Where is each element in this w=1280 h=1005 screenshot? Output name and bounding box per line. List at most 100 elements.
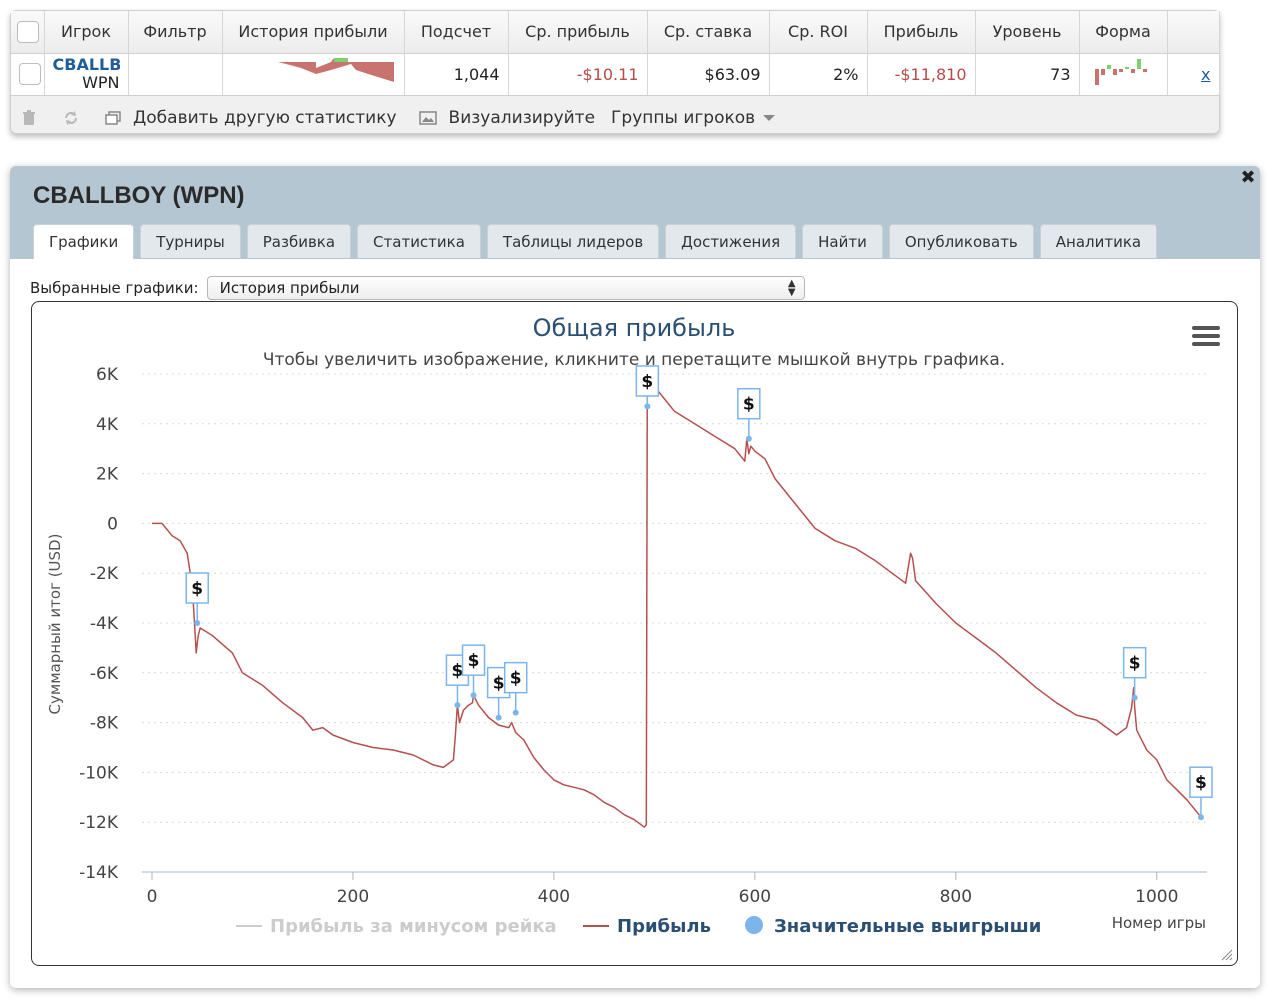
tab-achievements[interactable]: Достижения <box>665 224 797 258</box>
row-select-cell[interactable] <box>11 53 45 96</box>
avg-stake-cell: $63.09 <box>647 53 770 96</box>
col-header-avg-stake[interactable]: Ср. ставка <box>647 11 770 54</box>
window-header: CBALLBOY (WPN) ✖ Графики Турниры Разбивк… <box>10 166 1260 259</box>
chart-subtitle: Чтобы увеличить изображение, кликните и … <box>263 350 1005 370</box>
player-window: CBALLBOY (WPN) ✖ Графики Турниры Разбивк… <box>10 166 1260 988</box>
tab-breakdown[interactable]: Разбивка <box>246 224 352 258</box>
col-header-count[interactable]: Подсчет <box>404 11 509 54</box>
tab-bar: Графики Турниры Разбивка Статистика Табл… <box>33 224 1163 259</box>
player-groups-dropdown[interactable]: Группы игроков <box>611 108 776 128</box>
legend-item-profit[interactable]: Прибыль <box>617 916 711 937</box>
select-all-cell[interactable] <box>11 11 45 54</box>
remove-cell[interactable]: x <box>1167 53 1220 96</box>
tab-publish[interactable]: Опубликовать <box>888 224 1034 258</box>
big-win-marker[interactable]: $ <box>635 365 660 410</box>
chart-title: Общая прибыль <box>533 314 736 342</box>
chevron-down-icon <box>763 115 776 121</box>
big-win-label: $ <box>641 372 653 392</box>
y-tick-label: -6K <box>90 664 119 684</box>
tab-find[interactable]: Найти <box>802 224 883 258</box>
big-win-label: $ <box>510 669 522 689</box>
big-win-point[interactable] <box>194 620 201 626</box>
image-icon <box>418 111 437 125</box>
y-tick-label: -14K <box>79 863 119 883</box>
close-icon[interactable]: ✖ <box>1240 167 1256 188</box>
select-arrows-icon: ▲ ▼ <box>787 278 796 298</box>
big-win-point[interactable] <box>745 435 752 442</box>
y-axis-label: Суммарный итог (USD) <box>46 534 64 715</box>
row-checkbox[interactable] <box>19 63 41 85</box>
big-win-marker[interactable]: $ <box>185 572 209 626</box>
chart-select[interactable]: История прибыли ▲ ▼ <box>206 276 805 300</box>
tab-charts[interactable]: Графики <box>33 224 135 259</box>
x-tick-label: 0 <box>147 887 158 907</box>
add-stat-label: Добавить другую статистику <box>133 108 397 128</box>
y-tick-label: 4K <box>96 415 119 435</box>
x-tick-label: 800 <box>940 887 972 907</box>
col-header-form[interactable]: Форма <box>1079 11 1168 54</box>
y-tick-label: -8K <box>90 714 119 734</box>
col-header-level[interactable]: Уровень <box>975 11 1080 54</box>
col-header-filter[interactable]: Фильтр <box>128 11 223 54</box>
filter-cell <box>128 53 223 96</box>
col-header-avg-profit[interactable]: Ср. прибыль <box>508 11 648 54</box>
big-win-point[interactable] <box>495 714 502 721</box>
stats-panel: Игрок Фильтр История прибыли Подсчет Ср.… <box>10 10 1220 134</box>
chart-legend: Прибыль за минусом рейка Прибыль Значите… <box>236 916 1041 937</box>
profit-sparkline <box>277 58 394 82</box>
tab-leaderboards[interactable]: Таблицы лидеров <box>486 224 660 258</box>
big-win-point[interactable] <box>454 702 461 709</box>
big-win-marker[interactable]: $ <box>1189 766 1213 821</box>
x-tick-label: 400 <box>538 887 570 907</box>
big-win-point[interactable] <box>1131 694 1138 701</box>
big-win-point[interactable] <box>470 692 477 699</box>
profit-chart[interactable]: Общая прибыль Чтобы увеличить изображени… <box>32 302 1236 964</box>
refresh-icon[interactable] <box>63 110 79 126</box>
avg-profit-cell: -$10.11 <box>508 53 648 96</box>
player-name-link[interactable]: CBALLBOY <box>52 56 120 74</box>
visualize-button[interactable]: Визуализируйте <box>418 108 596 128</box>
big-win-label: $ <box>468 651 480 671</box>
x-axis-label: Номер игры <box>1112 914 1206 932</box>
chart-container[interactable]: Общая прибыль Чтобы увеличить изображени… <box>31 301 1238 966</box>
count-cell: 1,044 <box>404 53 509 96</box>
series-line-profit[interactable] <box>152 378 1202 828</box>
form-sparkline <box>1094 59 1147 85</box>
tab-tournaments[interactable]: Турниры <box>140 224 241 258</box>
tab-analytics[interactable]: Аналитика <box>1039 224 1158 258</box>
legend-item-big-wins[interactable]: Значительные выигрыши <box>774 916 1041 937</box>
resize-handle-icon[interactable] <box>1221 949 1233 961</box>
big-win-label: $ <box>743 395 755 415</box>
big-win-marker[interactable]: $ <box>737 387 761 442</box>
visualize-label: Визуализируйте <box>448 108 596 128</box>
profit-history-sparkline-cell <box>222 53 405 96</box>
menu-icon[interactable] <box>1192 326 1220 346</box>
x-tick-label: 600 <box>739 887 771 907</box>
big-win-marker[interactable]: $ <box>1122 646 1147 701</box>
x-tick-label: 1000 <box>1135 887 1178 907</box>
profit-cell: -$11,810 <box>867 53 976 96</box>
remove-player-link[interactable]: x <box>1201 64 1211 84</box>
big-win-point[interactable] <box>1197 814 1204 821</box>
select-all-checkbox[interactable] <box>17 20 39 43</box>
big-win-label: $ <box>452 661 464 681</box>
window-title: CBALLBOY (WPN) <box>33 182 245 209</box>
col-header-player[interactable]: Игрок <box>44 11 129 54</box>
trash-icon[interactable] <box>21 110 37 126</box>
big-win-point[interactable] <box>644 403 651 410</box>
col-header-avg-roi[interactable]: Ср. ROI <box>769 11 868 54</box>
add-stat-button[interactable]: Добавить другую статистику <box>105 108 397 128</box>
big-win-marker[interactable]: $ <box>503 661 528 716</box>
col-header-profit[interactable]: Прибыль <box>867 11 976 54</box>
player-cell[interactable]: CBALLBOY WPN <box>44 53 129 96</box>
y-tick-label: -4K <box>90 614 119 634</box>
col-header-profit-history[interactable]: История прибыли <box>222 11 405 54</box>
tab-statistics[interactable]: Статистика <box>357 224 481 258</box>
table-header-row: Игрок Фильтр История прибыли Подсчет Ср.… <box>11 11 1220 54</box>
big-win-marker[interactable]: $ <box>461 644 486 699</box>
form-sparkline-cell <box>1079 53 1168 96</box>
legend-item-net[interactable]: Прибыль за минусом рейка <box>270 916 557 937</box>
legend-swatch-big-wins <box>745 916 763 934</box>
big-win-point[interactable] <box>512 709 519 716</box>
big-win-label: $ <box>1129 654 1141 674</box>
